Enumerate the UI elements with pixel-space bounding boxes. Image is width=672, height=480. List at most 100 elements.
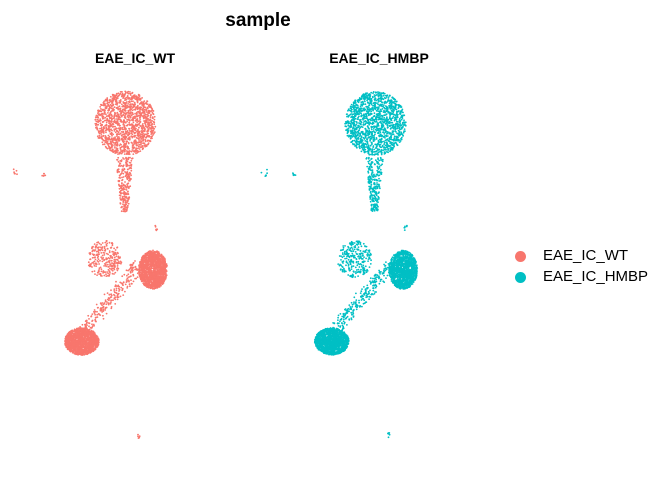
data-point	[81, 342, 84, 345]
data-point	[112, 107, 114, 110]
data-point	[155, 286, 158, 289]
data-point	[114, 296, 117, 299]
data-point	[112, 141, 115, 144]
data-point	[117, 149, 119, 152]
data-point	[119, 174, 121, 177]
data-point	[121, 151, 124, 154]
data-point	[76, 329, 78, 332]
data-point	[137, 110, 139, 113]
data-point	[144, 145, 147, 148]
data-point	[119, 295, 122, 298]
data-point	[119, 159, 122, 162]
data-point	[98, 120, 101, 123]
data-point	[109, 263, 111, 266]
data-point	[118, 290, 120, 292]
data-point	[114, 143, 116, 145]
data-point	[93, 334, 96, 337]
data-point	[147, 119, 150, 121]
data-point	[108, 257, 111, 260]
data-point	[144, 140, 147, 143]
data-point	[149, 255, 151, 258]
data-point	[111, 244, 114, 247]
data-point	[94, 347, 97, 350]
data-point	[135, 119, 138, 122]
data-point	[90, 331, 93, 334]
data-point	[131, 123, 134, 126]
data-point	[151, 277, 154, 279]
data-point	[154, 125, 157, 128]
data-point	[72, 340, 75, 343]
data-point	[89, 348, 91, 350]
data-point	[158, 254, 160, 257]
data-point	[131, 107, 134, 109]
data-point	[121, 178, 124, 181]
data-point	[85, 351, 87, 354]
data-point	[119, 118, 122, 121]
data-point	[89, 265, 91, 268]
data-point	[118, 183, 120, 186]
data-point	[137, 123, 140, 126]
data-point	[102, 317, 105, 320]
data-point	[96, 118, 99, 121]
data-point	[142, 264, 145, 267]
data-point	[107, 266, 110, 268]
data-point	[156, 260, 159, 263]
data-point	[149, 114, 152, 117]
data-point	[137, 134, 140, 137]
data-point	[136, 97, 139, 100]
data-point	[104, 307, 107, 310]
data-point	[112, 138, 115, 141]
data-point	[148, 267, 151, 269]
data-point	[141, 109, 144, 112]
cluster-outlier-left	[41, 172, 47, 177]
data-point	[115, 99, 118, 102]
data-point	[140, 112, 143, 115]
data-point	[159, 255, 162, 257]
data-point	[127, 114, 129, 117]
data-point	[119, 133, 122, 135]
data-point	[136, 137, 139, 140]
data-point	[104, 135, 107, 138]
data-point	[120, 91, 123, 93]
data-point	[78, 338, 80, 341]
data-point	[122, 149, 125, 152]
data-point	[119, 109, 122, 112]
data-point	[137, 147, 139, 150]
data-point	[127, 118, 130, 121]
data-point	[151, 288, 154, 290]
data-point	[148, 277, 151, 279]
data-point	[126, 95, 129, 98]
data-point	[148, 111, 150, 114]
data-point	[131, 92, 134, 95]
data-point	[108, 114, 111, 117]
data-point	[121, 146, 123, 148]
data-point	[106, 298, 109, 301]
data-point	[71, 332, 74, 335]
data-point	[113, 106, 116, 109]
data-point	[116, 169, 119, 172]
data-point	[127, 142, 130, 145]
data-point	[146, 126, 149, 129]
data-point	[119, 99, 122, 101]
data-point	[100, 108, 102, 110]
data-point	[141, 256, 144, 259]
data-point	[146, 130, 149, 133]
data-point	[127, 134, 130, 137]
data-point	[102, 115, 105, 118]
data-point	[110, 265, 113, 268]
data-point	[151, 281, 154, 284]
data-point	[100, 134, 103, 136]
data-point	[132, 117, 135, 120]
data-point	[124, 283, 127, 286]
data-point	[91, 256, 94, 259]
data-point	[129, 92, 132, 95]
data-point	[113, 247, 115, 250]
data-point	[127, 156, 130, 159]
data-point	[82, 334, 85, 337]
data-point	[116, 158, 118, 161]
data-point	[99, 106, 102, 108]
data-point	[116, 124, 119, 126]
data-point	[133, 142, 136, 145]
data-point	[140, 272, 143, 275]
data-point	[125, 189, 128, 191]
